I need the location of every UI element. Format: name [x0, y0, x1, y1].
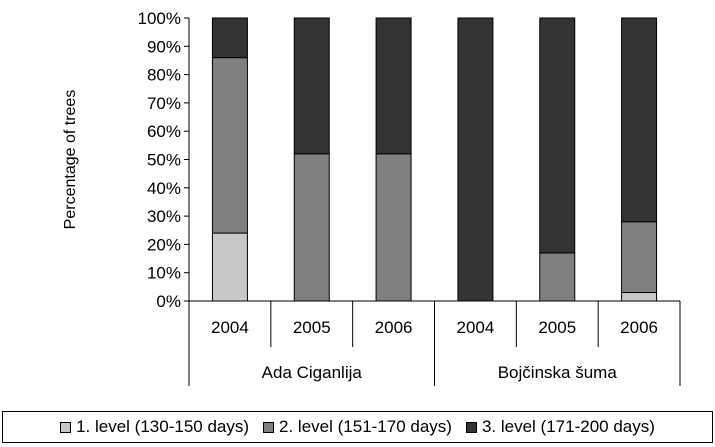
bar-segment [211, 57, 248, 234]
x-tick-label: 2005 [293, 318, 331, 337]
y-tick-label: 20% [147, 235, 181, 254]
x-tick-label: 2006 [375, 318, 413, 337]
legend-label-level-3: 3. level (171-200 days) [481, 417, 655, 436]
y-tick-label: 90% [147, 37, 181, 56]
legend-item-level-2: 2. level (151-170 days) [263, 417, 452, 437]
y-tick-label: 0% [156, 292, 181, 311]
x-tick-label: 2004 [457, 318, 495, 337]
y-tick-label: 100% [138, 9, 181, 28]
bar-segment [293, 17, 330, 155]
legend-label-level-1: 1. level (130-150 days) [76, 417, 250, 436]
legend-swatch-level-3 [465, 421, 477, 433]
y-tick-label: 50% [147, 151, 181, 170]
bar-segment [621, 292, 658, 302]
y-tick-label: 80% [147, 66, 181, 85]
bar-segment [211, 232, 248, 302]
legend-swatch-level-1 [60, 421, 72, 433]
y-tick-label: 60% [147, 122, 181, 141]
bar-segment [539, 17, 576, 254]
y-tick-label: 10% [147, 264, 181, 283]
y-tick-label: 40% [147, 179, 181, 198]
legend-item-level-1: 1. level (130-150 days) [60, 417, 249, 437]
bar-segment [621, 221, 658, 294]
bar-segment [375, 153, 412, 302]
legend-label-level-2: 2. level (151-170 days) [279, 417, 452, 436]
bar-segment [621, 17, 658, 223]
bar-segment [457, 17, 494, 302]
x-tick-label: 2004 [211, 318, 249, 337]
y-tick-label: 70% [147, 94, 181, 113]
legend-swatch-level-2 [263, 421, 275, 433]
legend: 1. level (130-150 days) 2. level (151-17… [2, 411, 713, 443]
bar-segment [293, 153, 330, 302]
x-tick-label: 2006 [620, 318, 658, 337]
bar-segment [211, 17, 248, 59]
x-group-label: Ada Ciganlija [262, 363, 363, 382]
bar-segment [375, 17, 412, 155]
x-group-label: Bojčinska šuma [498, 363, 618, 382]
x-tick-label: 2005 [538, 318, 576, 337]
y-tick-label: 30% [147, 207, 181, 226]
legend-item-level-3: 3. level (171-200 days) [465, 417, 655, 437]
bar-segment [539, 252, 576, 302]
y-axis-label: Percentage of trees [62, 90, 79, 230]
